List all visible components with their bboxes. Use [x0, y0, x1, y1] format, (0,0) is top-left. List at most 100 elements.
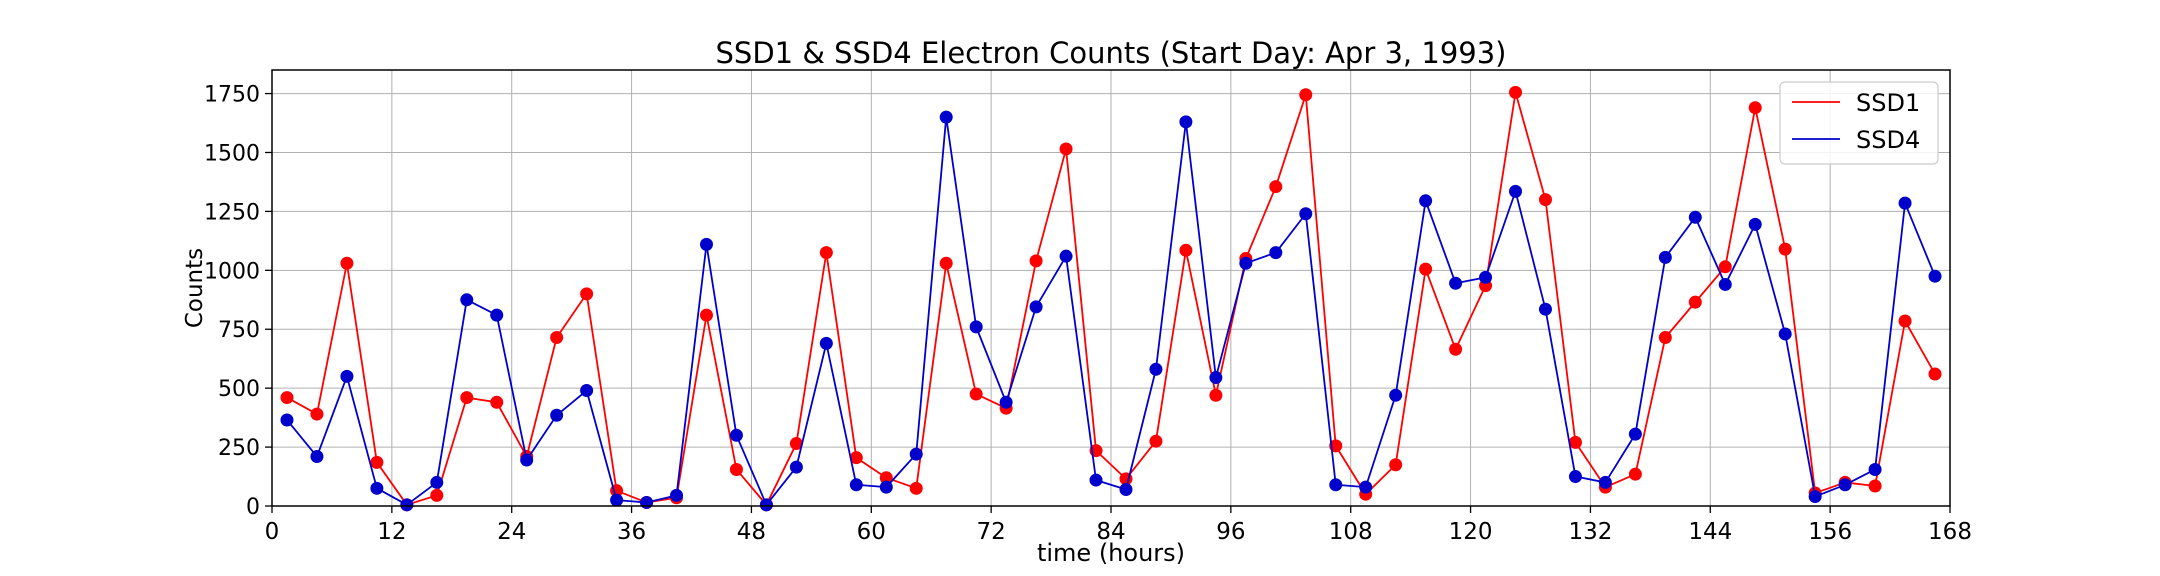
data-point-ssd4 [789, 460, 803, 474]
data-point-ssd1 [1868, 479, 1882, 493]
data-point-ssd4 [1628, 427, 1642, 441]
data-point-ssd1 [310, 407, 324, 421]
y-tick-label: 1750 [204, 83, 260, 108]
data-point-ssd4 [1838, 478, 1852, 492]
grid-lines [271, 70, 1951, 507]
data-point-ssd1 [699, 308, 713, 322]
data-point-ssd4 [1538, 302, 1552, 316]
data-point-ssd4 [1389, 388, 1403, 402]
data-point-ssd4 [520, 453, 534, 467]
x-tick-label: 120 [1449, 519, 1493, 545]
tick-labels: 0 12 24 36 48 60 72 84 96 108 120 132 144 156 168 0 250 5… [204, 83, 1972, 545]
data-point-ssd1 [1389, 458, 1403, 472]
data-point-ssd4 [1359, 480, 1373, 494]
data-point-ssd4 [1778, 327, 1792, 341]
data-point-ssd1 [1778, 242, 1792, 256]
data-point-ssd4 [1239, 256, 1253, 270]
x-tick-label: 144 [1688, 519, 1732, 545]
y-tick-label: 1500 [204, 141, 260, 166]
data-point-ssd1 [1688, 295, 1702, 309]
data-point-ssd4 [370, 481, 384, 495]
data-point-ssd4 [1808, 490, 1822, 504]
data-point-ssd4 [280, 413, 294, 427]
y-tick-label: 250 [218, 436, 260, 461]
data-point-ssd1 [939, 256, 953, 270]
data-point-ssd1 [1179, 243, 1193, 257]
data-point-ssd4 [1269, 246, 1283, 260]
data-point-ssd4 [580, 384, 594, 398]
data-point-ssd4 [729, 428, 743, 442]
data-point-ssd4 [400, 498, 414, 512]
data-point-ssd4 [1089, 473, 1103, 487]
data-point-ssd4 [1718, 277, 1732, 291]
data-point-ssd1 [1538, 193, 1552, 207]
data-point-ssd4 [430, 475, 444, 489]
data-point-ssd4 [1029, 300, 1043, 314]
data-point-ssd1 [879, 471, 893, 485]
data-point-ssd4 [1568, 470, 1582, 484]
data-point-ssd4 [1059, 249, 1073, 263]
data-point-ssd4 [1209, 371, 1223, 385]
data-point-ssd1 [1898, 314, 1912, 328]
y-axis-label: Counts [182, 248, 208, 328]
data-point-ssd4 [939, 110, 953, 124]
data-point-ssd4 [969, 320, 983, 334]
y-tick-label: 500 [218, 377, 260, 402]
data-point-ssd4 [640, 495, 654, 509]
data-point-ssd4 [610, 493, 624, 507]
legend-label-ssd1: SSD1 [1856, 89, 1920, 117]
axes [265, 69, 1951, 513]
data-point-ssd4 [310, 450, 324, 464]
data-point-ssd4 [1898, 196, 1912, 210]
data-point-ssd4 [1119, 483, 1133, 497]
x-tick-label: 108 [1329, 519, 1373, 545]
data-point-ssd4 [670, 488, 684, 502]
data-point-ssd4 [1329, 478, 1343, 492]
data-point-ssd1 [789, 437, 803, 451]
data-point-ssd1 [1029, 254, 1043, 268]
data-point-ssd4 [1419, 194, 1433, 208]
data-point-ssd4 [999, 395, 1013, 409]
data-point-ssd4 [1748, 217, 1762, 231]
data-point-ssd4 [1928, 269, 1942, 283]
series-ssd4 [280, 110, 1942, 512]
data-point-ssd1 [1748, 101, 1762, 115]
x-tick-label: 84 [1096, 519, 1125, 545]
data-point-ssd4 [1179, 115, 1193, 129]
data-point-ssd1 [1718, 260, 1732, 274]
series-layer [280, 85, 1942, 512]
data-point-ssd4 [699, 237, 713, 251]
data-point-ssd4 [819, 336, 833, 350]
data-point-ssd1 [280, 391, 294, 405]
data-point-ssd1 [849, 451, 863, 465]
data-point-ssd1 [1209, 388, 1223, 402]
data-point-ssd4 [1449, 276, 1463, 290]
data-point-ssd4 [759, 498, 773, 512]
data-point-ssd1 [1299, 88, 1313, 102]
data-point-ssd1 [1419, 262, 1433, 276]
data-point-ssd1 [1149, 434, 1163, 448]
data-point-ssd1 [370, 455, 384, 469]
y-tick-label: 1000 [204, 259, 260, 284]
x-tick-label: 72 [977, 519, 1006, 545]
data-point-ssd4 [1688, 210, 1702, 224]
x-tick-label: 48 [737, 519, 766, 545]
data-point-ssd1 [969, 387, 983, 401]
data-point-ssd4 [879, 480, 893, 494]
x-tick-label: 156 [1808, 519, 1852, 545]
x-tick-label: 132 [1568, 519, 1612, 545]
series-line-ssd1 [286, 91, 1936, 506]
data-point-ssd4 [550, 408, 564, 422]
legend: SSD1 SSD4 [1779, 81, 1939, 165]
data-point-ssd4 [490, 308, 504, 322]
data-point-ssd1 [580, 287, 594, 301]
data-point-ssd1 [430, 488, 444, 502]
data-point-ssd4 [460, 293, 474, 307]
x-tick-label: 24 [497, 519, 526, 545]
y-tick-label: 0 [246, 495, 260, 520]
data-point-ssd1 [1628, 467, 1642, 481]
x-tick-label: 12 [377, 519, 406, 545]
data-point-ssd4 [340, 369, 354, 383]
data-point-ssd1 [1568, 435, 1582, 449]
